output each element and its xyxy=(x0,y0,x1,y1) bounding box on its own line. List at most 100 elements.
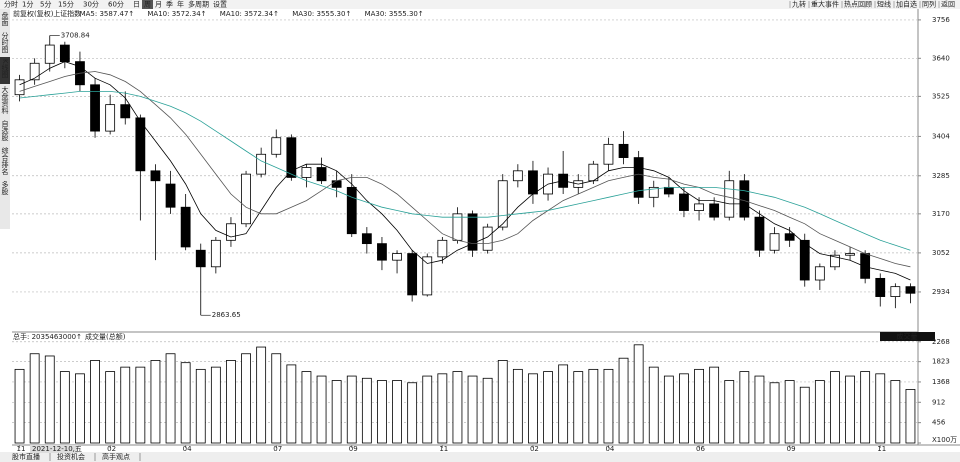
volume-bar xyxy=(603,368,614,444)
side-tab[interactable]: K线图 xyxy=(1,59,9,79)
volume-bar xyxy=(316,375,327,444)
volume-bar xyxy=(14,368,25,444)
tool-button[interactable]: 重大事件 xyxy=(811,0,839,9)
volume-bar xyxy=(467,375,478,444)
volume-bar xyxy=(845,375,855,444)
bottom-tab[interactable]: 投资机会 xyxy=(57,452,85,461)
candle-body xyxy=(467,213,478,251)
volume-bar xyxy=(784,380,795,444)
volume-bar xyxy=(241,353,251,444)
volume-bar xyxy=(377,380,387,444)
period-tab[interactable]: 分时 xyxy=(4,0,18,9)
candle-body xyxy=(648,186,659,198)
volume-bar xyxy=(286,364,297,444)
candle-body xyxy=(618,143,629,158)
period-tab[interactable]: 周 xyxy=(144,1,151,9)
candle-body xyxy=(769,233,780,251)
legend-entry: 前复权(复权) xyxy=(13,9,54,18)
side-tab[interactable]: 大盘资料 xyxy=(1,85,9,115)
bottom-tab[interactable]: 高手观点 xyxy=(102,452,130,461)
tool-button[interactable]: 短线 xyxy=(877,0,891,9)
tool-button[interactable]: 热点回顾 xyxy=(844,0,872,9)
x-tick-label: 04 xyxy=(605,445,614,453)
volume-bar xyxy=(724,380,735,444)
period-tab[interactable]: 多周期 xyxy=(188,0,209,9)
candle-body xyxy=(739,180,750,218)
y-tick-label: 1823 xyxy=(932,358,950,366)
candle-body xyxy=(437,239,448,258)
period-tab[interactable]: 设置 xyxy=(213,0,227,9)
volume-bar xyxy=(663,375,674,444)
y-tick-label: 1368 xyxy=(932,378,950,386)
candle-body xyxy=(301,167,312,178)
volume-bar xyxy=(301,371,312,444)
candle-body xyxy=(890,286,901,297)
bottom-tab[interactable]: 股市直播 xyxy=(12,452,40,461)
candle-body xyxy=(90,84,100,132)
legend-entry: MA5: 3587.47↑ xyxy=(80,10,135,18)
ma-line xyxy=(19,91,911,251)
candle-body xyxy=(59,44,70,63)
period-tab[interactable]: 1分 xyxy=(22,0,33,9)
side-tab[interactable]: 多股 xyxy=(1,180,9,196)
x-tick-label: 09 xyxy=(787,445,796,453)
volume-bar xyxy=(754,375,765,444)
volume-title: 总手: 2035463000↑ xyxy=(13,332,82,341)
y-tick-label: 2268 xyxy=(932,338,950,346)
volume-bar xyxy=(558,364,569,444)
volume-bar xyxy=(905,389,916,444)
y-tick-label: 3052 xyxy=(932,249,950,257)
volume-bar xyxy=(180,362,191,444)
side-tab[interactable]: 分时图 xyxy=(1,31,9,54)
candle-body xyxy=(165,183,176,208)
volume-bar xyxy=(648,366,659,444)
period-tab[interactable]: 日 xyxy=(133,1,140,9)
legend-entry: MA30: 3555.30↑ xyxy=(292,10,351,18)
tool-button[interactable]: 加自选 xyxy=(896,0,917,9)
tool-button[interactable]: 同列 xyxy=(922,0,936,9)
period-tab[interactable]: 5分 xyxy=(40,0,51,9)
candle-body xyxy=(784,233,795,241)
y-tick-label: 912 xyxy=(932,398,945,406)
volume-bar xyxy=(422,375,433,444)
y-tick-label: 3525 xyxy=(932,92,950,100)
candle-body xyxy=(14,79,25,96)
candle-body xyxy=(663,186,674,195)
volume-bar xyxy=(799,386,810,444)
candle-body xyxy=(694,203,704,211)
x-tick-label: 02 xyxy=(107,445,116,453)
cursor-label: 2021-12-10,五 xyxy=(32,445,82,453)
period-tab[interactable]: 60分 xyxy=(108,0,124,9)
candle-body xyxy=(361,233,372,245)
period-tab[interactable]: 30分 xyxy=(83,0,99,9)
candle-body xyxy=(830,254,840,268)
period-tab[interactable]: 年 xyxy=(177,0,184,9)
cursor-label-box xyxy=(30,445,78,453)
candle-body xyxy=(392,253,402,261)
period-tab[interactable]: 15分 xyxy=(58,0,74,9)
candle-body xyxy=(180,206,191,248)
period-tab[interactable]: 季 xyxy=(166,0,173,9)
candle-body xyxy=(845,253,855,256)
candle-body xyxy=(679,193,689,211)
period-tab[interactable]: 月 xyxy=(155,1,162,9)
ma-line xyxy=(19,61,911,281)
volume-bar xyxy=(588,368,599,444)
side-tab[interactable]: 盘面 xyxy=(1,11,9,27)
volume-bar xyxy=(271,353,282,444)
volume-bar xyxy=(44,355,55,444)
volume-bar xyxy=(392,380,402,444)
volume-subtitle: 成交量(总额) xyxy=(85,332,126,341)
candle-body xyxy=(135,117,146,172)
volume-bar xyxy=(709,366,720,444)
y-tick-label: 3756 xyxy=(932,16,950,24)
y-tick-label: 3404 xyxy=(932,132,950,140)
side-tab[interactable]: 综合排名 xyxy=(1,146,9,176)
side-tab[interactable]: 自选股 xyxy=(1,119,9,142)
candle-body xyxy=(497,180,508,228)
candle-body xyxy=(709,203,720,218)
tool-button[interactable]: 返回 xyxy=(941,1,955,9)
tool-button[interactable]: 九转 xyxy=(792,0,806,9)
volume-bar xyxy=(694,368,704,444)
selected-side-tab xyxy=(0,57,10,84)
